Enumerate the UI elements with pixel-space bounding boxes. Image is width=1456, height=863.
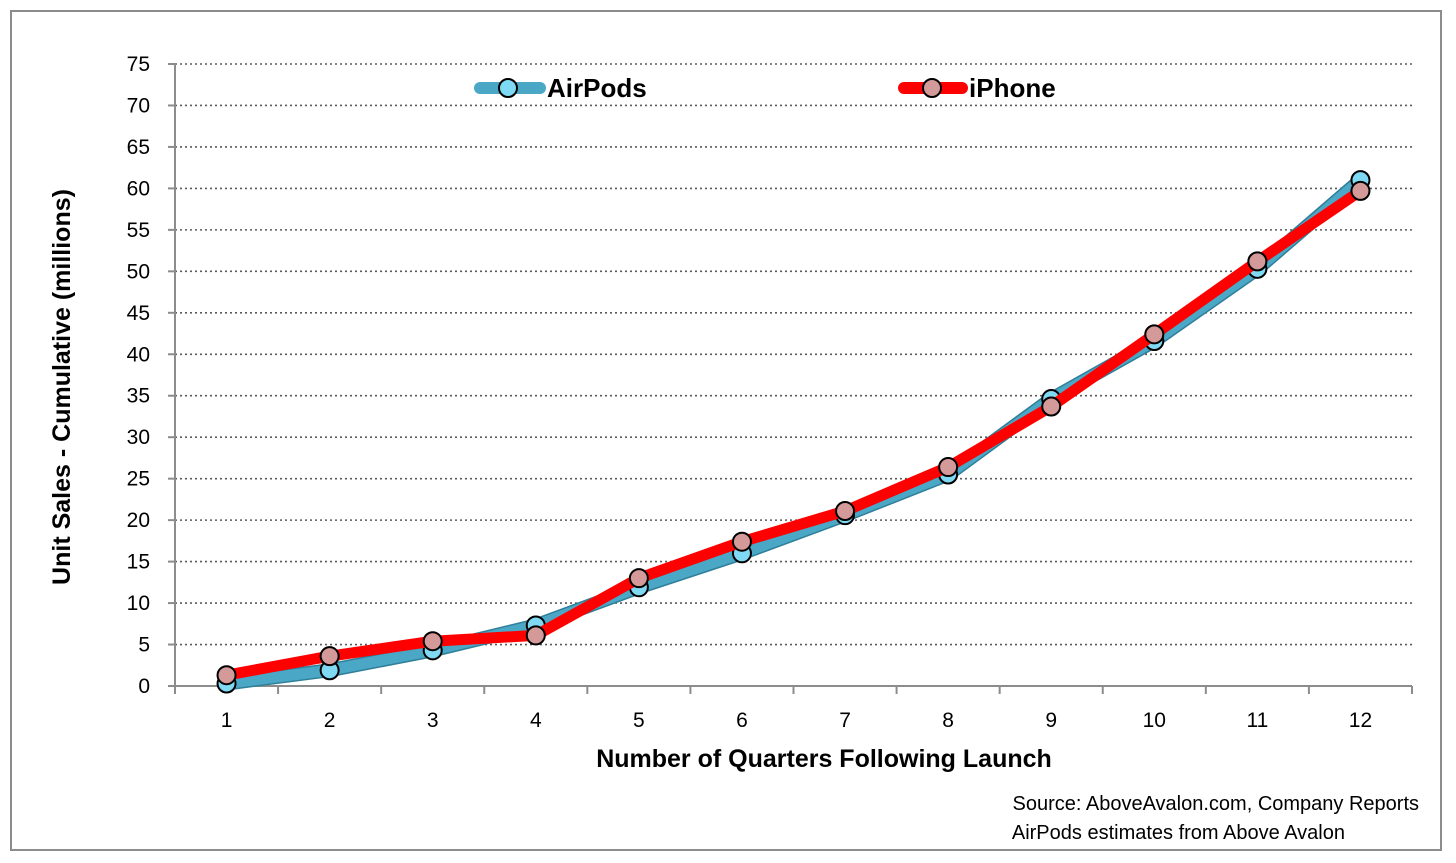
point-iphone-3 xyxy=(422,631,443,652)
x-tick-label-10: 10 xyxy=(1143,709,1166,732)
y-tick-label-35: 35 xyxy=(127,385,150,408)
y-tick-label-50: 50 xyxy=(127,260,150,283)
source-line-1: Source: AboveAvalon.com, Company Reports xyxy=(1012,793,1419,815)
series-line-airpods xyxy=(221,174,1366,690)
y-tick-label-75: 75 xyxy=(127,53,150,76)
source-line-2: AirPods estimates from Above Avalon xyxy=(1012,822,1345,844)
point-iphone-8 xyxy=(938,457,959,478)
x-tick-label-5: 5 xyxy=(633,709,645,732)
point-iphone-2 xyxy=(319,646,340,667)
y-tick-label-60: 60 xyxy=(127,177,150,200)
series-iphone xyxy=(216,180,1371,686)
point-iphone-1 xyxy=(216,665,237,686)
legend-item-airpods: AirPods xyxy=(474,73,647,103)
x-tick-label-7: 7 xyxy=(839,709,851,732)
point-iphone-11 xyxy=(1247,251,1268,272)
x-tick-label-3: 3 xyxy=(427,709,439,732)
x-tick-labels: 1 2 3 4 5 6 7 8 9 10 11 12 xyxy=(221,709,1372,732)
series-line-outline-airpods xyxy=(219,173,1368,691)
x-tick-label-4: 4 xyxy=(530,709,542,732)
point-iphone-4 xyxy=(525,625,546,646)
legend-item-iphone: iPhone xyxy=(898,73,1056,103)
gridlines xyxy=(175,63,1412,646)
x-tick-label-1: 1 xyxy=(221,709,233,732)
point-iphone-7 xyxy=(835,501,856,522)
x-tick-label-8: 8 xyxy=(942,709,954,732)
y-tick-labels: 0 5 10 15 20 25 30 35 40 45 50 55 60 65 70 75 xyxy=(127,53,150,698)
y-tick-label-25: 25 xyxy=(127,468,150,491)
x-tick-label-6: 6 xyxy=(736,709,748,732)
point-iphone-12 xyxy=(1350,180,1371,201)
y-tick-label-15: 15 xyxy=(127,551,150,574)
x-tick-label-9: 9 xyxy=(1045,709,1057,732)
series-layer xyxy=(216,170,1371,694)
y-axis-title: Unit Sales - Cumulative (millions) xyxy=(48,189,76,585)
legend-iphone-marker xyxy=(922,78,942,98)
x-tick-label-11: 11 xyxy=(1246,709,1268,732)
y-tick-label-70: 70 xyxy=(127,94,150,117)
y-tick-label-10: 10 xyxy=(127,592,150,615)
series-airpods xyxy=(216,170,1371,694)
x-tick-label-2: 2 xyxy=(324,709,336,732)
axes xyxy=(168,63,1413,694)
y-tick-label-40: 40 xyxy=(127,343,150,366)
y-tick-label-65: 65 xyxy=(127,136,150,159)
point-iphone-6 xyxy=(731,531,752,552)
series-line-iphone xyxy=(221,185,1366,681)
x-tick-label-12: 12 xyxy=(1349,709,1372,732)
y-tick-label-55: 55 xyxy=(127,219,150,242)
legend-iphone-label: iPhone xyxy=(969,73,1056,103)
x-axis-title: Number of Quarters Following Launch xyxy=(596,745,1052,773)
y-tick-label-20: 20 xyxy=(127,509,150,532)
y-tick-label-30: 30 xyxy=(127,426,150,449)
legend-airpods-marker xyxy=(498,78,518,98)
legend-airpods-label: AirPods xyxy=(547,73,647,103)
legend: AirPods iPhone xyxy=(474,73,1056,103)
point-iphone-10 xyxy=(1144,324,1165,345)
point-iphone-5 xyxy=(628,568,649,589)
point-iphone-9 xyxy=(1041,396,1062,417)
y-tick-label-45: 45 xyxy=(127,302,150,325)
y-tick-label-0: 0 xyxy=(138,675,150,698)
source-note: Source: AboveAvalon.com, Company Reports… xyxy=(1012,793,1419,844)
y-tick-label-5: 5 xyxy=(138,634,150,657)
chart-frame xyxy=(10,10,1442,851)
